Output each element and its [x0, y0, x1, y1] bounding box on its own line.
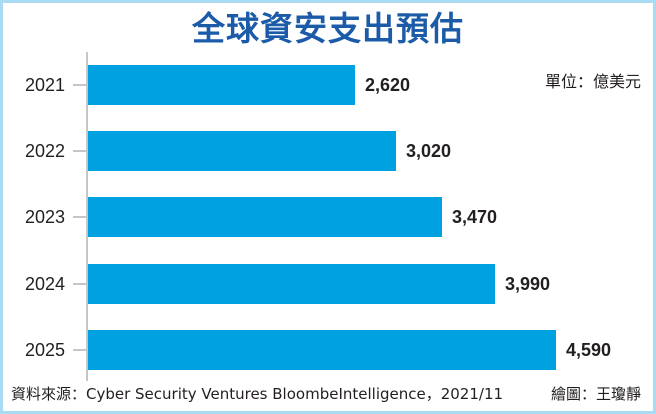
bar [88, 264, 495, 304]
bar [88, 131, 396, 171]
axis-tick [73, 283, 86, 285]
year-label: 2023 [24, 207, 65, 227]
axis-tick [73, 349, 86, 351]
value-label: 2,620 [365, 75, 411, 95]
y-axis-line [86, 52, 88, 381]
year-label: 2022 [24, 141, 65, 161]
value-label: 4,590 [566, 340, 612, 360]
value-label: 3,020 [406, 141, 452, 161]
bar-row: 2023 3,470 [3, 197, 653, 237]
bar [88, 65, 355, 105]
bar-row: 2024 3,990 [3, 264, 653, 304]
bar-row: 2022 3,020 [3, 131, 653, 171]
year-label: 2024 [24, 274, 65, 294]
value-label: 3,990 [505, 274, 551, 294]
source-note: 資料來源：Cyber Security Ventures BloombeInte… [11, 385, 504, 403]
bar [88, 330, 556, 370]
credit-note: 繪圖：王瓊靜 [550, 385, 641, 403]
bar-row: 2025 4,590 [3, 330, 653, 370]
bar [88, 197, 442, 237]
year-label: 2025 [24, 340, 65, 360]
value-label: 3,470 [452, 207, 498, 227]
year-label: 2021 [24, 75, 65, 95]
axis-tick [73, 150, 86, 152]
chart-title: 全球資安支出預估 [192, 9, 464, 48]
axis-tick [73, 216, 86, 218]
axis-tick [73, 84, 86, 86]
units-label: 單位：億美元 [544, 72, 641, 91]
bar-row: 2021 2,620 [3, 65, 653, 105]
